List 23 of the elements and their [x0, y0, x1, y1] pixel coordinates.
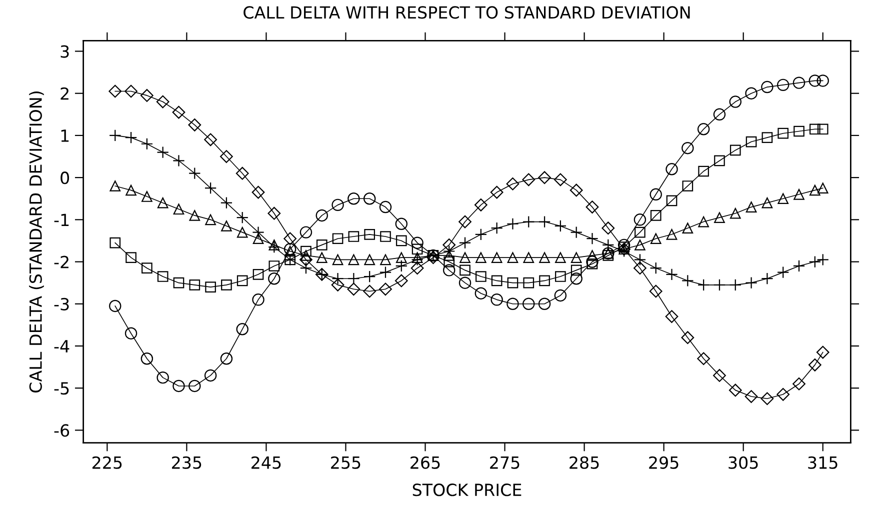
y-tick-label: 1 — [61, 130, 69, 142]
x-tick-label: 235 — [172, 456, 202, 469]
y-tick-label: -2 — [54, 256, 68, 268]
y-tick-label: -1 — [54, 214, 69, 226]
y-tick-label: -4 — [54, 340, 70, 352]
y-tick-label: 0 — [60, 172, 70, 184]
x-tick-label: 275 — [490, 456, 520, 469]
y-tick-label: 2 — [60, 87, 68, 100]
x-axis-title: STOCK PRICE — [412, 484, 522, 496]
x-tick-label: 265 — [410, 456, 440, 469]
chart-title: CALL DELTA WITH RESPECT TO STANDARD DEVIATION — [244, 6, 690, 19]
x-tick-label: 245 — [252, 456, 281, 469]
x-tick-label: 255 — [331, 456, 360, 469]
y-tick-label: 3 — [60, 45, 69, 58]
y-tick-label: -5 — [54, 382, 69, 395]
x-tick-label: 315 — [808, 456, 838, 469]
x-tick-label: 295 — [649, 456, 678, 469]
x-tick-label: 305 — [728, 456, 758, 469]
x-tick-label: 225 — [92, 456, 122, 469]
y-tick-label: -6 — [54, 424, 70, 437]
x-tick-label: 285 — [570, 456, 599, 469]
y-tick-label: -3 — [54, 298, 69, 310]
y-axis-title: CALL DELTA (STANDARD DEVIATION) — [29, 92, 44, 393]
